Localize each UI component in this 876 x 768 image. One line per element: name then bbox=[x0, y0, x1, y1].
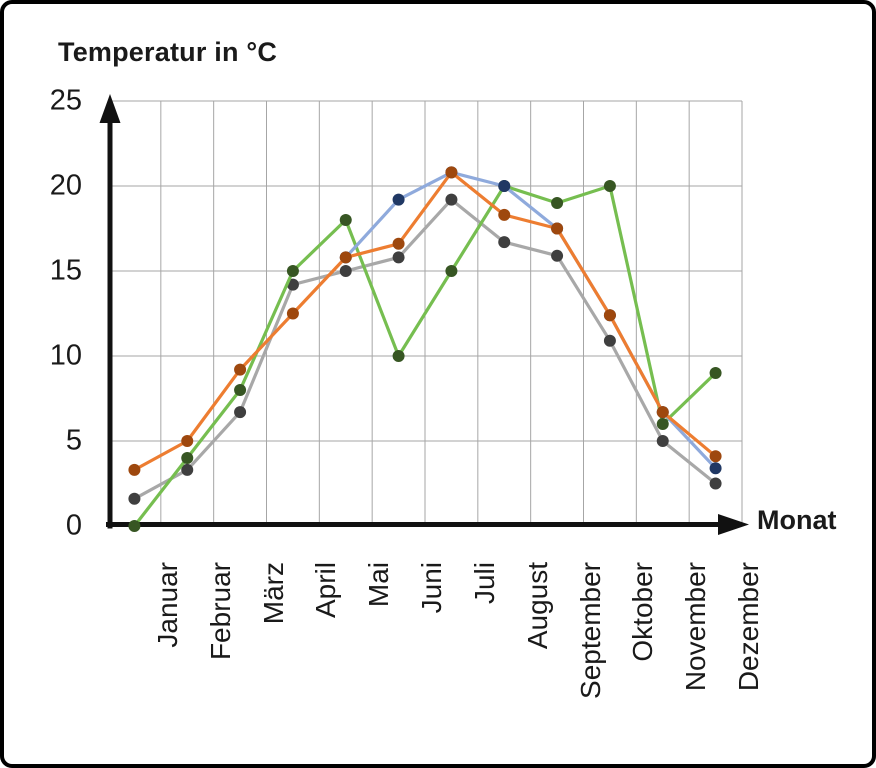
chart-title: Temperatur in °C bbox=[58, 37, 278, 67]
y-tick-label: 0 bbox=[65, 509, 82, 542]
data-point bbox=[392, 237, 405, 250]
data-point bbox=[656, 418, 669, 430]
y-tick-label: 25 bbox=[49, 84, 82, 117]
axes bbox=[99, 94, 749, 535]
data-point bbox=[551, 222, 564, 235]
data-point bbox=[551, 249, 564, 262]
data-point bbox=[603, 334, 616, 347]
data-point bbox=[128, 463, 141, 476]
x-tick-label: Juli bbox=[468, 562, 500, 605]
data-point bbox=[128, 492, 141, 505]
data-point bbox=[392, 193, 405, 206]
data-point bbox=[498, 180, 511, 192]
data-point bbox=[709, 477, 722, 490]
data-point bbox=[286, 265, 299, 277]
y-tick-label: 15 bbox=[49, 254, 82, 287]
x-tick-label: September bbox=[574, 562, 606, 699]
x-tick-label: November bbox=[680, 562, 712, 692]
data-point bbox=[709, 462, 722, 475]
data-point bbox=[603, 180, 616, 192]
data-point bbox=[181, 452, 194, 464]
data-point bbox=[551, 197, 564, 209]
data-point bbox=[445, 166, 458, 179]
series-gray bbox=[128, 193, 722, 505]
x-tick-label: Dezember bbox=[733, 562, 765, 692]
data-point bbox=[181, 435, 194, 447]
data-point bbox=[286, 307, 299, 320]
y-axis-arrow-icon bbox=[99, 94, 121, 123]
line-chart bbox=[99, 94, 749, 535]
data-point bbox=[234, 406, 247, 419]
x-tick-label: Mai bbox=[363, 562, 395, 608]
data-point bbox=[709, 450, 722, 463]
x-tick-label: Januar bbox=[151, 562, 183, 648]
data-point bbox=[498, 236, 511, 249]
data-point bbox=[709, 367, 722, 379]
data-point bbox=[234, 363, 247, 376]
data-point bbox=[603, 309, 616, 322]
data-point bbox=[392, 350, 405, 362]
x-tick-label: März bbox=[257, 562, 289, 625]
data-point bbox=[656, 435, 669, 447]
data-point bbox=[339, 214, 352, 226]
x-tick-label: Februar bbox=[204, 562, 236, 661]
data-point bbox=[656, 406, 669, 419]
data-point bbox=[445, 265, 458, 277]
x-tick-label: Juni bbox=[416, 562, 448, 614]
y-tick-label: 5 bbox=[65, 424, 82, 457]
x-axis-label: Monat bbox=[757, 505, 837, 535]
x-tick-label: April bbox=[310, 562, 342, 619]
data-point bbox=[445, 193, 458, 206]
x-tick-label: Oktober bbox=[627, 562, 659, 662]
data-point bbox=[128, 520, 141, 532]
data-point bbox=[392, 251, 405, 264]
data-point bbox=[181, 463, 194, 476]
series-orange bbox=[128, 166, 722, 476]
data-point bbox=[498, 208, 511, 221]
data-point bbox=[234, 384, 247, 396]
x-axis-arrow-icon bbox=[718, 514, 749, 535]
y-tick-label: 10 bbox=[49, 339, 82, 372]
data-point bbox=[339, 251, 352, 264]
y-tick-label: 20 bbox=[49, 169, 82, 202]
x-tick-label: August bbox=[521, 562, 553, 650]
data-point bbox=[339, 265, 352, 277]
